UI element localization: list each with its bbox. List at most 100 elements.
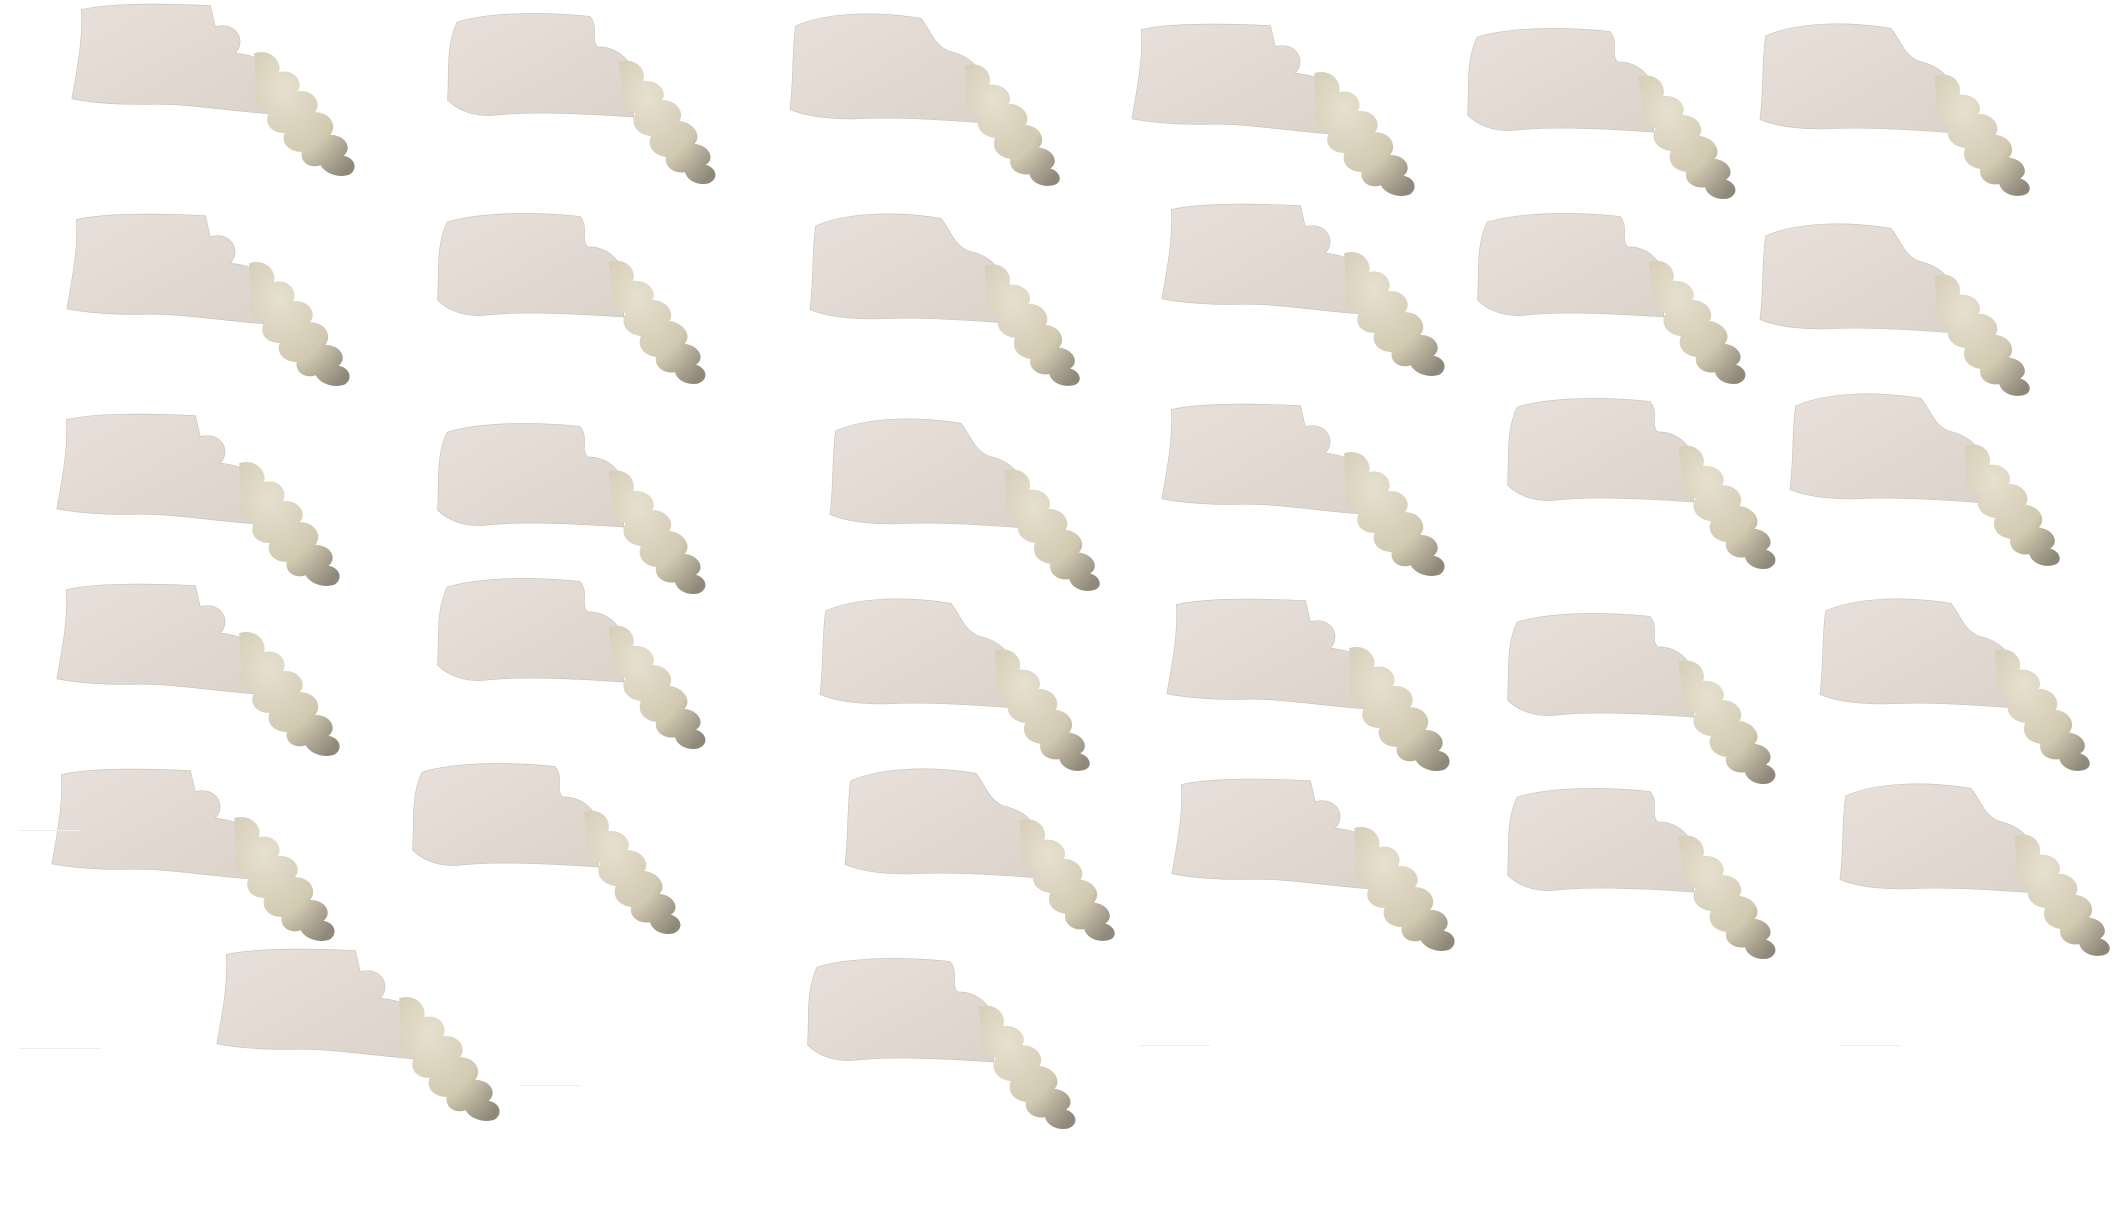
specimen-shape: [1150, 200, 1470, 390]
shape-lobed-tail: [583, 810, 681, 934]
specimen-shape: [1490, 390, 1810, 580]
shape-lobed-tail: [1678, 660, 1776, 784]
shape-lobed-tail: [1934, 274, 2030, 396]
specimen-shape: [1750, 15, 2070, 205]
specimen-shape: [1160, 775, 1480, 965]
specimen-shape: [1750, 215, 2070, 405]
shape-body: [56, 413, 257, 525]
shape-body: [1819, 598, 2013, 709]
specimen-shape: [420, 415, 740, 605]
specimen-shape: [835, 760, 1155, 950]
specimen-shape: [420, 570, 740, 760]
specimen-shape: [430, 5, 750, 195]
shape-lobed-tail: [1678, 835, 1776, 959]
shape-body: [437, 213, 624, 318]
specimen-shape: [60, 0, 380, 190]
specimen-shape: [800, 205, 1120, 395]
shape-body: [819, 598, 1013, 709]
specimen-shape: [420, 205, 740, 395]
specimen-shape: [45, 580, 365, 770]
shape-lobed-tail: [964, 64, 1060, 186]
shape-lobed-tail: [984, 264, 1080, 386]
specimen-shape: [45, 410, 365, 600]
shape-lobed-tail: [608, 260, 706, 384]
shape-lobed-tail: [1314, 71, 1415, 197]
ghost-line: [520, 1085, 580, 1086]
shape-body: [1507, 398, 1694, 503]
shape-lobed-tail: [608, 470, 706, 594]
shape-body: [437, 578, 624, 683]
shape-body: [809, 213, 1003, 324]
specimen-shape: [1150, 400, 1470, 590]
shape-body: [844, 768, 1038, 879]
shape-body: [807, 958, 994, 1063]
specimen-shape: [55, 210, 375, 400]
shape-lobed-tail: [1678, 445, 1776, 569]
shape-body: [56, 583, 257, 695]
specimen-shape: [40, 765, 360, 955]
specimen-shape: [810, 590, 1130, 780]
shape-body: [829, 418, 1023, 529]
shape-body: [1161, 203, 1362, 315]
shape-body: [51, 768, 252, 880]
shape-body: [447, 13, 634, 118]
ghost-line: [1840, 1045, 1900, 1046]
ghost-line: [20, 830, 80, 831]
shape-lobed-tail: [1354, 826, 1455, 952]
shape-body: [216, 948, 417, 1060]
shape-body: [789, 13, 983, 124]
shape-body: [1759, 23, 1953, 134]
shape-lobed-tail: [2014, 834, 2110, 956]
shape-body: [437, 423, 624, 528]
shape-lobed-tail: [1349, 646, 1450, 772]
shape-body: [1759, 223, 1953, 334]
shape-body: [1166, 598, 1367, 710]
shape-lobed-tail: [254, 51, 355, 177]
ghost-line: [20, 1048, 100, 1049]
specimen-shape: [1810, 590, 2116, 780]
shape-body: [1507, 788, 1694, 893]
specimen-shape: [1460, 205, 1780, 395]
specimen-shape: [1450, 20, 1770, 210]
shape-lobed-tail: [608, 625, 706, 749]
shape-lobed-tail: [1648, 260, 1746, 384]
specimen-shape: [1490, 780, 1810, 970]
specimen-shape: [790, 950, 1110, 1140]
shape-body: [1171, 778, 1372, 890]
shape-body: [412, 763, 599, 868]
shape-lobed-tail: [618, 60, 716, 184]
shape-body: [1839, 783, 2033, 894]
shape-lobed-tail: [994, 649, 1090, 771]
shape-body: [66, 213, 267, 325]
shape-body: [1507, 613, 1694, 718]
specimen-shape: [820, 410, 1140, 600]
shape-lobed-tail: [1964, 444, 2060, 566]
specimen-shape: [1120, 20, 1440, 210]
specimen-shape: [205, 945, 525, 1135]
specimen-shape: [1780, 385, 2100, 575]
shape-lobed-tail: [978, 1005, 1076, 1129]
shape-body: [1467, 28, 1654, 133]
shape-lobed-tail: [1344, 451, 1445, 577]
shape-lobed-tail: [1344, 251, 1445, 377]
specimen-shape: [1830, 775, 2116, 965]
shape-lobed-tail: [1638, 75, 1736, 199]
shape-lobed-tail: [399, 996, 500, 1122]
shape-lobed-tail: [1004, 469, 1100, 591]
ghost-line: [1140, 1045, 1210, 1046]
shape-body: [1477, 213, 1664, 318]
shape-lobed-tail: [234, 816, 335, 942]
specimen-shape: [780, 5, 1100, 195]
specimen-shape: [395, 755, 715, 945]
shape-body: [1131, 23, 1332, 135]
shape-body: [71, 3, 272, 115]
shape-lobed-tail: [1994, 649, 2090, 771]
shape-lobed-tail: [1934, 74, 2030, 196]
shape-lobed-tail: [1019, 819, 1115, 941]
shape-body: [1789, 393, 1983, 504]
shape-lobed-tail: [239, 631, 340, 757]
specimen-shape: [1490, 605, 1810, 795]
specimen-shape: [1155, 595, 1475, 785]
shape-body: [1161, 403, 1362, 515]
